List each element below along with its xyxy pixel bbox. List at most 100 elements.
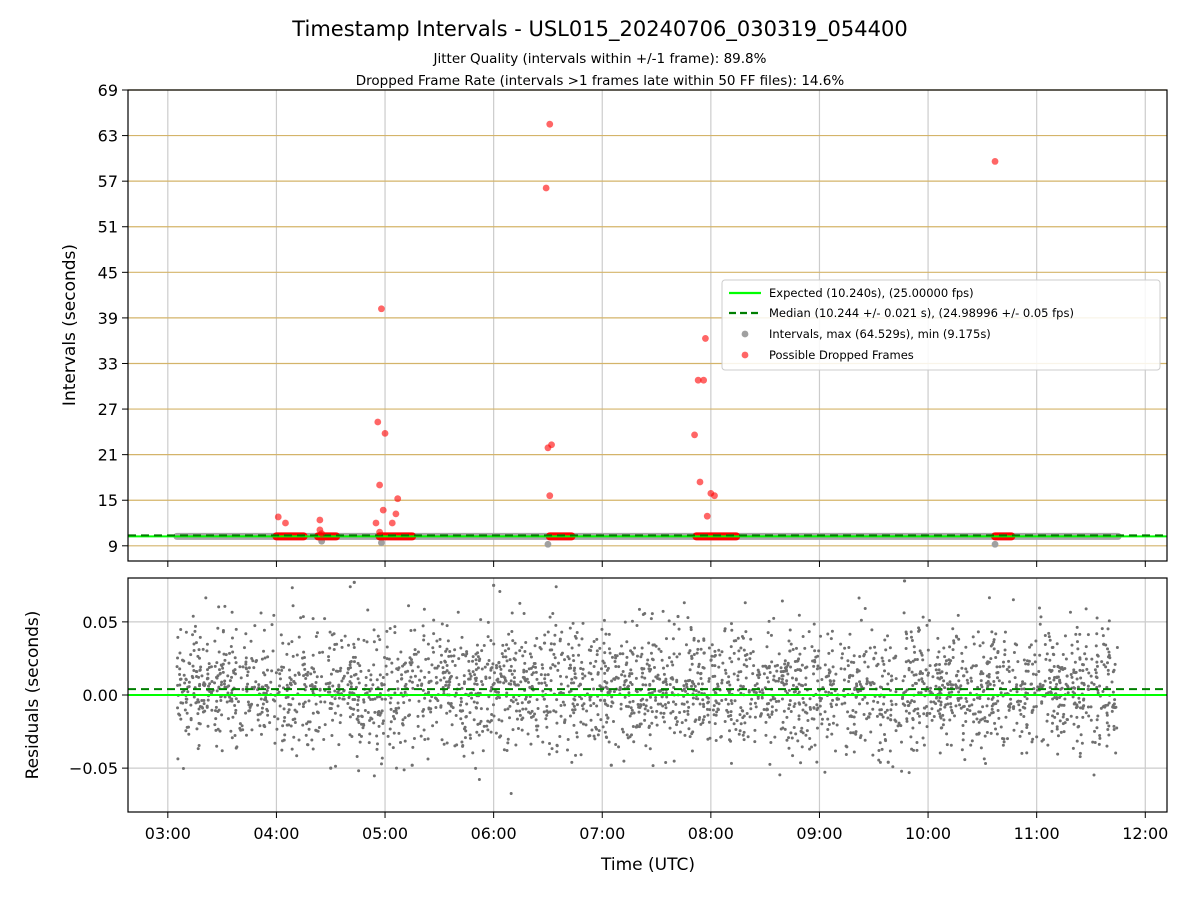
residual-point (1012, 728, 1016, 732)
residual-point (328, 681, 332, 685)
residual-point (210, 680, 214, 684)
dropped-frame-point-22 (696, 478, 704, 486)
residual-point (783, 666, 787, 670)
residual-point (595, 704, 599, 708)
residual-point (362, 638, 366, 642)
residual-point (843, 646, 847, 650)
residual-point (1101, 689, 1105, 693)
residual-point (596, 733, 600, 737)
residual-point (474, 668, 478, 672)
residual-point (851, 674, 855, 678)
residual-point (358, 740, 362, 744)
residual-point (690, 656, 694, 660)
residual-point (793, 659, 797, 663)
residual-point (976, 630, 980, 634)
residual-point (200, 699, 204, 703)
residual-point (764, 733, 768, 737)
residual-point (1100, 660, 1104, 664)
residual-point (1095, 718, 1099, 722)
residual-point (262, 649, 266, 653)
residual-point (182, 659, 186, 663)
residual-point (865, 682, 869, 686)
residual-point (1071, 690, 1075, 694)
residual-point (187, 661, 191, 665)
residual-point (256, 713, 260, 717)
residual-point (566, 655, 570, 659)
residual-point (712, 713, 716, 717)
residual-point (702, 666, 706, 670)
residual-point (303, 700, 307, 704)
residual-point (1057, 669, 1061, 673)
residual-point (729, 622, 733, 626)
residual-point (385, 657, 389, 661)
residual-point (627, 691, 631, 695)
residual-point (559, 714, 563, 718)
residual-point (944, 703, 948, 707)
residual-point (281, 724, 285, 728)
residual-point (684, 689, 688, 693)
residual-point (233, 734, 237, 738)
residual-point (728, 738, 732, 742)
residual-point (368, 689, 372, 693)
residual-point (831, 721, 835, 725)
residual-point (906, 700, 910, 704)
residual-point (490, 666, 494, 670)
residual-point (919, 691, 923, 695)
residual-point (490, 685, 494, 689)
residual-point (972, 642, 976, 646)
residual-point (928, 664, 932, 668)
residual-point (523, 650, 527, 654)
residual-point (349, 685, 353, 689)
residual-point (727, 691, 731, 695)
residual-point (475, 682, 479, 686)
residual-point (518, 601, 522, 605)
residual-point (729, 717, 733, 721)
residual-point (628, 672, 632, 676)
residual-point (713, 664, 717, 668)
residual-point (907, 711, 911, 715)
residual-point (945, 697, 949, 701)
residual-point (313, 685, 317, 689)
residual-point (995, 676, 999, 680)
residual-point (889, 713, 893, 717)
residual-point (230, 675, 234, 679)
residual-point (643, 712, 647, 716)
residual-point (355, 755, 359, 759)
residual-point (248, 709, 252, 713)
residual-point (342, 674, 346, 678)
residual-point (363, 708, 367, 712)
residual-point (403, 716, 407, 720)
residual-point (501, 655, 505, 659)
residual-point (195, 674, 199, 678)
residual-point (524, 679, 528, 683)
residual-point (583, 674, 587, 678)
interval-point-2 (544, 540, 552, 548)
residual-point (408, 656, 412, 660)
residual-point (766, 631, 770, 635)
residual-point (727, 714, 731, 718)
residual-point (1100, 627, 1104, 631)
residual-point (521, 675, 525, 679)
residual-point (1073, 686, 1077, 690)
residual-point (877, 749, 881, 753)
residual-point (691, 702, 695, 706)
residual-point (1034, 704, 1038, 708)
residual-point (1094, 644, 1098, 648)
residual-point (404, 682, 408, 686)
residual-point (751, 650, 755, 654)
residual-point (685, 700, 689, 704)
residual-point (384, 664, 388, 668)
residual-point (675, 723, 679, 727)
residual-point (661, 609, 665, 613)
residual-point (310, 738, 314, 742)
residual-point (546, 673, 550, 677)
residual-point (930, 718, 934, 722)
residual-point (762, 708, 766, 712)
residual-point (626, 736, 630, 740)
residual-point (1072, 722, 1076, 726)
residual-point (851, 708, 855, 712)
residual-point (633, 646, 637, 650)
legend-box (721, 279, 1161, 371)
residual-point (219, 663, 223, 667)
residual-point (227, 661, 231, 665)
